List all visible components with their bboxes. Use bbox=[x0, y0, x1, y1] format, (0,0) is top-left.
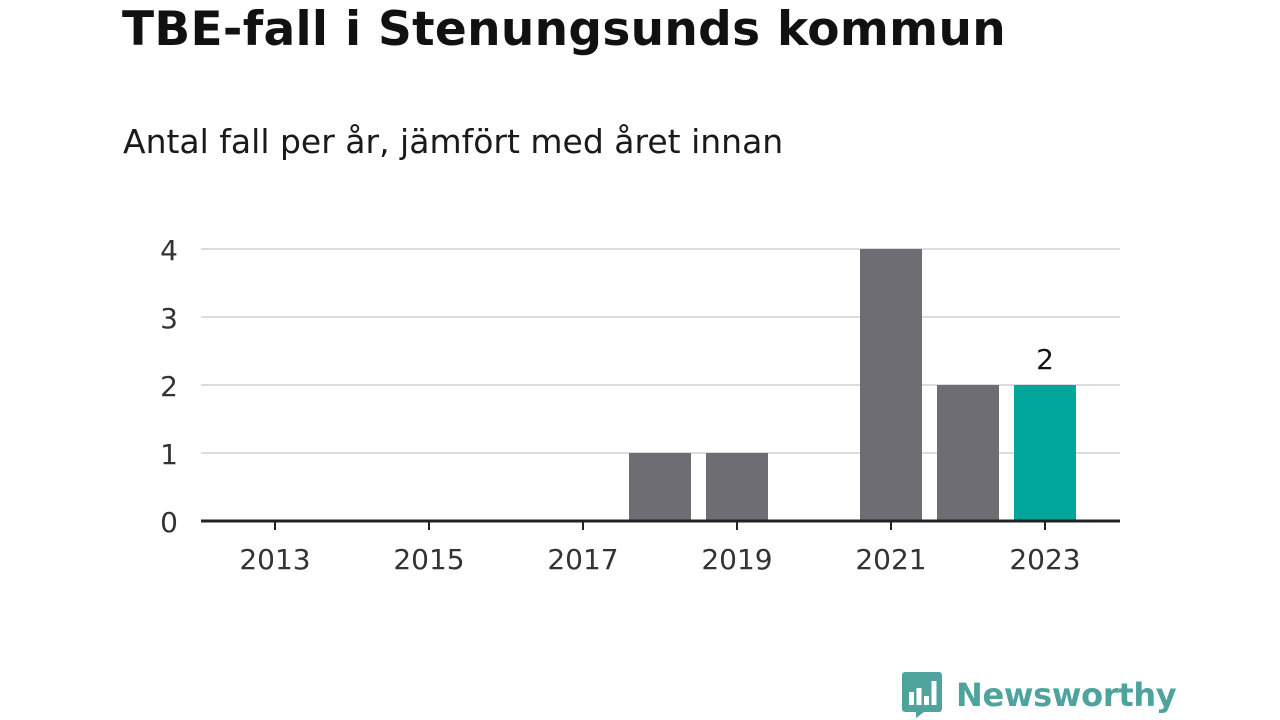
x-tick-label: 2019 bbox=[701, 543, 772, 576]
axes bbox=[201, 519, 1120, 530]
y-tick-label: 3 bbox=[160, 302, 178, 335]
brand-logo: Newsworthy bbox=[902, 670, 1177, 720]
bar-2021 bbox=[860, 249, 922, 521]
labels: 0 1 2 3 4 2013 2015 2017 2019 2021 2023 2 bbox=[160, 234, 1080, 576]
data-label: 2 bbox=[1036, 343, 1054, 376]
bar-2022 bbox=[937, 385, 999, 521]
y-tick-label: 4 bbox=[160, 234, 178, 267]
bar-2018 bbox=[629, 453, 691, 521]
chart-title: TBE-fall i Stenungsunds kommun bbox=[122, 2, 1006, 57]
x-tick-label: 2023 bbox=[1009, 543, 1080, 576]
chart-subtitle: Antal fall per år, jämfört med året inna… bbox=[123, 122, 784, 161]
bar-chart-speech-bubble-icon bbox=[902, 672, 942, 718]
x-tick-label: 2013 bbox=[239, 543, 310, 576]
y-tick-label: 1 bbox=[160, 438, 178, 471]
x-tick-label: 2017 bbox=[547, 543, 618, 576]
y-tick-label: 2 bbox=[160, 370, 178, 403]
bars bbox=[629, 249, 1076, 521]
y-tick-label: 0 bbox=[160, 506, 178, 539]
x-tick-label: 2021 bbox=[855, 543, 926, 576]
brand-name: Newsworthy bbox=[956, 676, 1177, 714]
bar-2023 bbox=[1014, 385, 1076, 521]
x-tick-label: 2015 bbox=[393, 543, 464, 576]
bar-chart: 0 1 2 3 4 2013 2015 2017 2019 2021 2023 2 bbox=[160, 234, 1120, 576]
bar-2019 bbox=[706, 453, 768, 521]
